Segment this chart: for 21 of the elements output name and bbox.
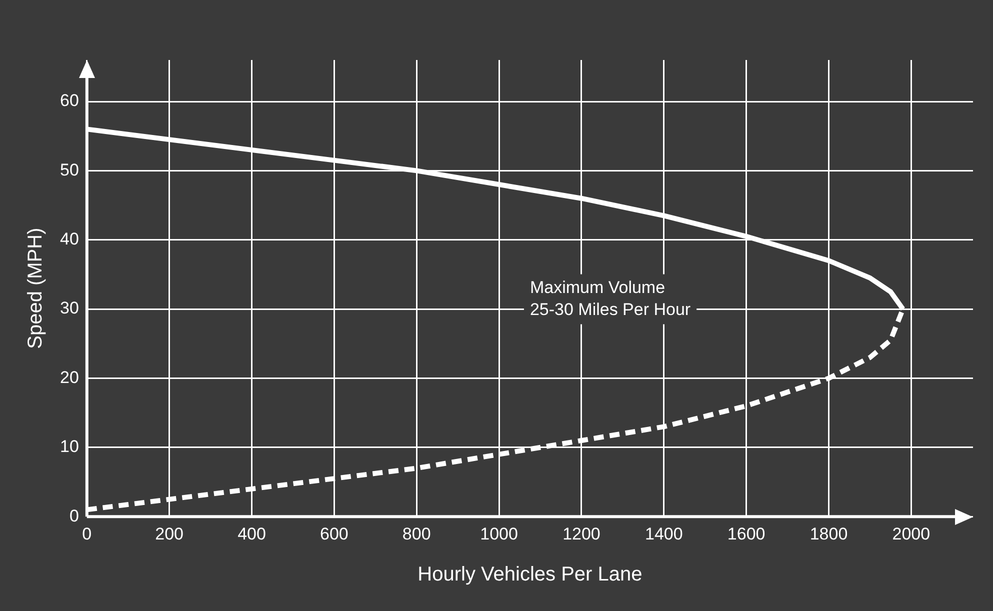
y-tick-label: 50 bbox=[60, 160, 79, 180]
y-tick-label: 10 bbox=[60, 437, 79, 456]
x-tick-label: 600 bbox=[320, 524, 348, 544]
y-tick-label: 40 bbox=[60, 230, 79, 249]
x-tick-label: 800 bbox=[402, 524, 431, 544]
x-tick-label: 200 bbox=[155, 524, 184, 544]
x-tick-label: 400 bbox=[238, 524, 266, 544]
y-tick-label: 0 bbox=[69, 506, 79, 526]
annotation: Maximum Volume 25-30 Miles Per Hour bbox=[530, 278, 691, 319]
x-tick-label: 1200 bbox=[562, 524, 600, 544]
y-tick-label: 20 bbox=[60, 368, 79, 387]
x-tick-label: 0 bbox=[82, 524, 92, 544]
x-tick-label: 1000 bbox=[480, 524, 518, 544]
x-tick-label: 1400 bbox=[644, 524, 683, 544]
x-tick-label: 1800 bbox=[810, 524, 848, 544]
x-tick-label: 1600 bbox=[727, 524, 766, 544]
y-tick-label: 30 bbox=[60, 298, 79, 318]
x-tick-label: 2000 bbox=[892, 524, 930, 544]
y-tick-label: 60 bbox=[60, 91, 79, 110]
y-axis-title: Speed (MPH) bbox=[24, 228, 47, 349]
x-axis-title: Hourly Vehicles Per Lane bbox=[418, 564, 642, 586]
